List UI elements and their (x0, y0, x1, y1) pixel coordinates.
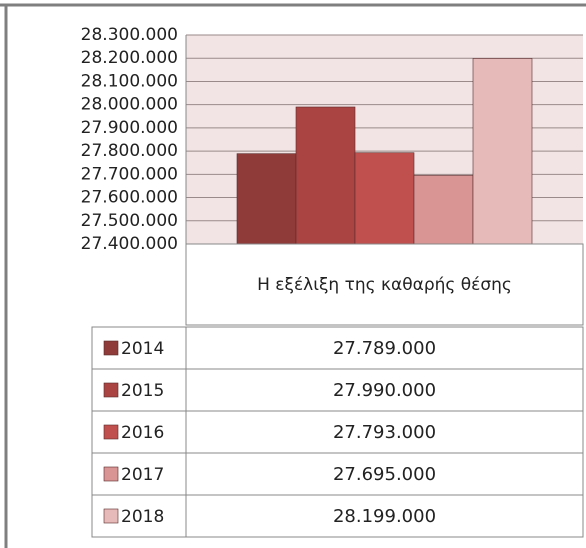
value-label: 27.990.000 (333, 380, 436, 401)
bar (354, 152, 415, 245)
legend-swatch (103, 466, 119, 482)
bar (236, 153, 297, 245)
bar (413, 175, 474, 245)
legend-label: 2014 (121, 339, 164, 359)
legend-label: 2015 (121, 381, 164, 401)
bar (295, 106, 356, 245)
value-label: 27.695.000 (333, 464, 436, 485)
legend-label: 2018 (121, 507, 164, 527)
value-label: 28.199.000 (333, 506, 436, 527)
y-tick-label: 27.600.000 (81, 188, 178, 208)
legend-swatch (103, 424, 119, 440)
category-label-box: Η εξέλιξη της καθαρής θέσης (257, 274, 512, 295)
table-value-cell (185, 494, 584, 538)
y-tick-label: 27.700.000 (81, 164, 178, 184)
y-tick-label: 27.800.000 (81, 141, 178, 161)
value-label: 27.789.000 (333, 338, 436, 359)
legend-swatch (103, 382, 119, 398)
y-tick-label: 27.500.000 (81, 211, 178, 231)
value-label: 27.793.000 (333, 422, 436, 443)
legend-swatch (103, 340, 119, 356)
bar (472, 58, 533, 245)
category-label: Η εξέλιξη της καθαρής θέσης (257, 274, 512, 295)
legend-label: 2017 (121, 465, 164, 485)
y-tick-label: 28.200.000 (81, 48, 178, 68)
y-tick-label: 28.300.000 (81, 25, 178, 45)
table-header-cell (185, 243, 584, 326)
y-tick-label: 27.400.000 (81, 234, 178, 254)
y-tick-label: 27.900.000 (81, 118, 178, 138)
y-tick-label: 28.000.000 (81, 95, 178, 115)
y-tick-label: 28.100.000 (81, 71, 178, 91)
legend-label: 2016 (121, 423, 164, 443)
legend-swatch (103, 508, 119, 524)
